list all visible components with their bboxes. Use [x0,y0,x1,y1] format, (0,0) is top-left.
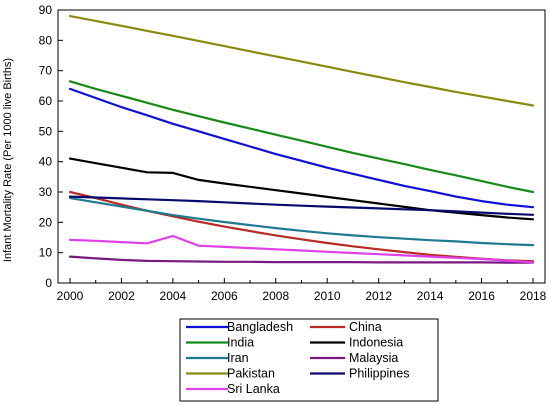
series-line-sri-lanka [68,234,535,264]
series-line-india [68,80,535,194]
x-tick-label: 2008 [262,289,289,303]
x-axis: 2000 2002 2004 2006 2008 2010 2012 2014 2016 2018 [57,278,547,303]
series-line-indonesia [68,157,535,221]
legend-label-sri-lanka: Sri Lanka [227,382,280,396]
legend: Bangladesh China India Indonesia Iran Malaysi… [179,318,439,402]
y-tick-label: 20 [39,215,53,229]
legend-label-iran: Iran [227,351,249,365]
y-tick-label: 50 [39,124,53,138]
y-tick-label: 90 [39,3,53,17]
y-axis: 0 10 20 30 40 50 60 70 80 90 [39,3,63,290]
series-line-bangladesh [68,87,535,209]
y-tick-label: 30 [39,185,53,199]
legend-label-philippines: Philippines [349,367,409,381]
legend-label-china: China [349,320,382,334]
y-tick-label: 80 [39,33,53,47]
legend-label-malaysia: Malaysia [349,351,398,365]
series-line-pakistan [68,15,535,107]
x-tick-label: 2016 [468,289,495,303]
y-tick-label: 60 [39,94,53,108]
x-tick-label: 2004 [160,289,187,303]
x-tick-label: 2006 [211,289,238,303]
legend-label-bangladesh: Bangladesh [227,320,293,334]
x-tick-label: 2012 [365,289,392,303]
y-tick-label: 10 [39,246,53,260]
y-tick-label: 0 [45,276,52,290]
legend-box [179,318,439,402]
x-tick-label: 2018 [520,289,547,303]
legend-label-indonesia: Indonesia [349,336,403,350]
x-tick-label: 2002 [108,289,135,303]
x-tick-label: 2000 [57,289,84,303]
series-line-iran [68,197,535,247]
y-axis-label: Infant Mortality Rate (Per 1000 live Bir… [2,58,14,262]
series-lines [68,15,535,264]
x-tick-label: 2010 [314,289,341,303]
x-tick-label: 2014 [417,289,444,303]
legend-label-pakistan: Pakistan [227,367,275,381]
series-line-malaysia [68,255,535,264]
y-tick-label: 70 [39,64,53,78]
y-tick-label: 40 [39,155,53,169]
legend-label-india: India [227,336,254,350]
series-line-philippines [68,195,535,216]
